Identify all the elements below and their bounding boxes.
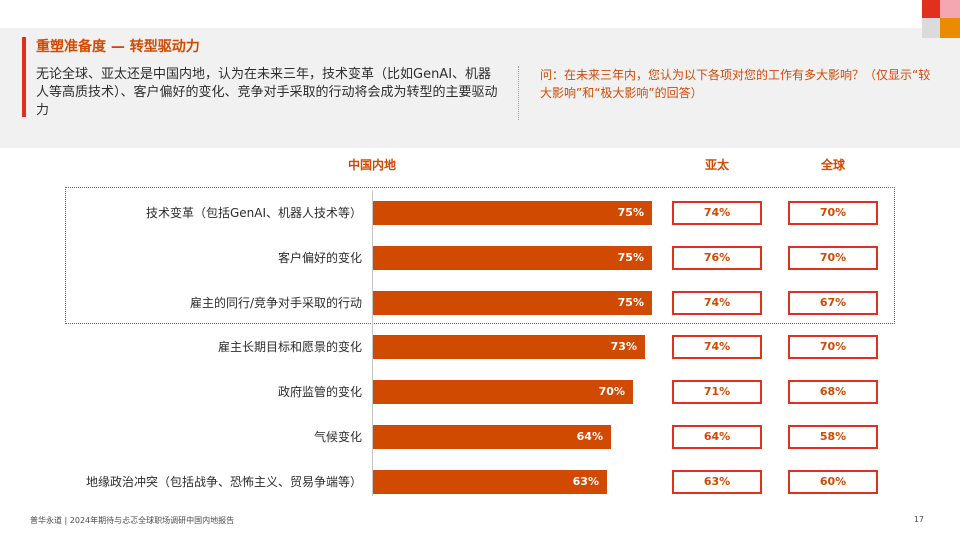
apac-value-box: 76% xyxy=(672,246,762,270)
global-value-box: 68% xyxy=(788,380,878,404)
apac-value-box: 74% xyxy=(672,201,762,225)
chart-row: 雇主的同行/竞争对手采取的行动 75% 74% 67% xyxy=(0,290,960,316)
china-bar-value: 75% xyxy=(617,251,644,264)
global-value-box: 58% xyxy=(788,425,878,449)
bar-axis-line xyxy=(372,190,373,496)
china-bar: 64% xyxy=(373,425,611,449)
china-bar-value: 75% xyxy=(617,206,644,219)
china-bar: 63% xyxy=(373,470,607,494)
category-label: 技术变革（包括GenAI、机器人技术等） xyxy=(145,206,362,220)
china-bar-value: 75% xyxy=(617,296,644,309)
china-bar: 75% xyxy=(373,291,652,315)
chart-row: 雇主长期目标和愿景的变化 73% 74% 70% xyxy=(0,334,960,360)
china-bar-value: 63% xyxy=(572,475,599,488)
global-value-box: 60% xyxy=(788,470,878,494)
china-bar-value: 73% xyxy=(610,340,637,353)
china-bar: 73% xyxy=(373,335,645,359)
corner-decoration-red xyxy=(922,0,940,18)
category-label: 客户偏好的变化 xyxy=(277,251,362,265)
global-value-box: 67% xyxy=(788,291,878,315)
category-label: 雇主长期目标和愿景的变化 xyxy=(217,340,362,354)
column-header-apac: 亚太 xyxy=(704,158,729,172)
header-divider xyxy=(518,66,519,120)
title-accent-bar xyxy=(22,37,26,117)
header-band xyxy=(0,28,960,148)
china-bar-value: 64% xyxy=(576,430,603,443)
global-value-box: 70% xyxy=(788,335,878,359)
column-header-global: 全球 xyxy=(820,158,845,172)
category-label: 气候变化 xyxy=(313,430,362,444)
page-number: 17 xyxy=(913,515,924,524)
apac-value-box: 64% xyxy=(672,425,762,449)
category-label: 政府监管的变化 xyxy=(277,385,362,399)
corner-decoration-grey xyxy=(922,18,940,38)
chart-row: 客户偏好的变化 75% 76% 70% xyxy=(0,245,960,271)
chart-row: 气候变化 64% 64% 58% xyxy=(0,424,960,450)
chart-row: 政府监管的变化 70% 71% 68% xyxy=(0,379,960,405)
top-drivers-highlight-box xyxy=(65,187,895,324)
survey-question: 问：在未来三年内，您认为以下各项对您的工作有多大影响？（仅显示“较大影响”和“极… xyxy=(540,68,931,100)
column-header-china: 中国内地 xyxy=(347,158,396,172)
china-bar: 75% xyxy=(373,246,652,270)
apac-value-box: 74% xyxy=(672,335,762,359)
corner-decoration-pink xyxy=(940,0,960,18)
page-title: 重塑准备度 — 转型驱动力 xyxy=(36,39,200,55)
summary-text: 无论全球、亚太还是中国内地，认为在未来三年，技术变革（比如GenAI、机器人等高… xyxy=(36,67,498,118)
footer-source: 普华永道 | 2024年期待与忐忑全球职场调研中国内地报告 xyxy=(30,516,235,525)
category-label: 地缘政治冲突（包括战争、恐怖主义、贸易争端等） xyxy=(85,475,362,489)
global-value-box: 70% xyxy=(788,246,878,270)
china-bar-value: 70% xyxy=(598,385,625,398)
apac-value-box: 71% xyxy=(672,380,762,404)
chart-row: 技术变革（包括GenAI、机器人技术等） 75% 74% 70% xyxy=(0,200,960,226)
apac-value-box: 74% xyxy=(672,291,762,315)
global-value-box: 70% xyxy=(788,201,878,225)
china-bar: 70% xyxy=(373,380,633,404)
china-bar: 75% xyxy=(373,201,652,225)
corner-decoration-orange xyxy=(940,18,960,38)
category-label: 雇主的同行/竞争对手采取的行动 xyxy=(189,296,362,310)
apac-value-box: 63% xyxy=(672,470,762,494)
chart-row: 地缘政治冲突（包括战争、恐怖主义、贸易争端等） 63% 63% 60% xyxy=(0,469,960,495)
